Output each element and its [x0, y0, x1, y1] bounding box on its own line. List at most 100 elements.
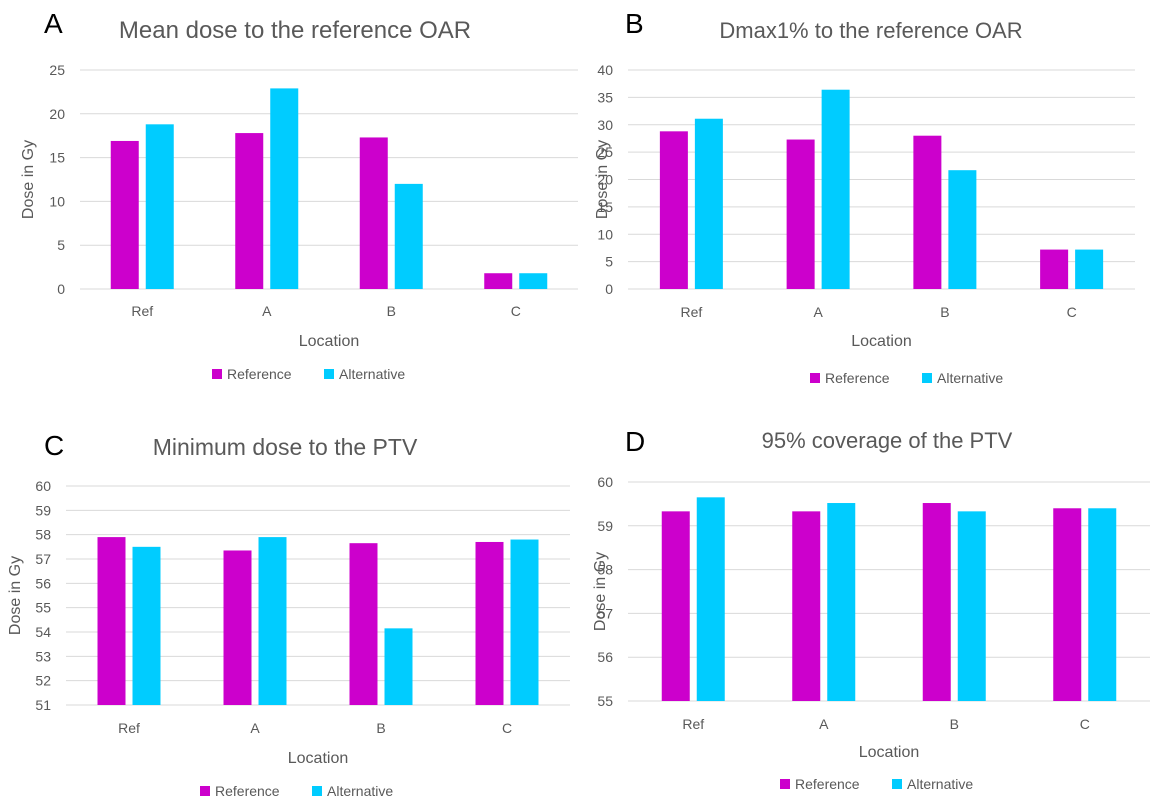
y-tick-label: 55 [597, 693, 613, 709]
bar-alternative-b [957, 511, 986, 701]
chart-panel-d: D 55 56 57 58 59 60 Ref A B C 95% coverage of the … [575, 400, 1150, 801]
bar-reference-a [223, 550, 252, 705]
bar-reference-b [349, 543, 378, 705]
x-axis-title: Location [851, 333, 912, 350]
legend-swatch-reference [780, 779, 790, 789]
x-tick-label: A [262, 303, 272, 319]
y-tick-label: 0 [605, 281, 613, 297]
bar-reference-c [475, 541, 504, 705]
x-axis-title: Location [299, 333, 360, 350]
legend-label-reference: Reference [227, 366, 292, 382]
legend-label-reference: Reference [215, 783, 280, 799]
x-tick-label: C [502, 720, 512, 736]
bar-reference-ref [110, 140, 139, 289]
y-tick-label: 57 [35, 551, 51, 567]
y-tick-label: 20 [49, 106, 65, 122]
y-tick-label: 55 [35, 600, 51, 616]
legend: Reference Alternative [780, 776, 973, 792]
y-tick-label: 54 [35, 624, 51, 640]
y-tick-label: 53 [35, 648, 51, 664]
x-tick-label: B [940, 304, 949, 320]
legend-label-reference: Reference [825, 370, 890, 386]
legend: Reference Alternative [810, 370, 1003, 386]
bar-reference-ref [97, 537, 126, 705]
bar-alternative-b [948, 170, 977, 289]
y-tick-label: 52 [35, 673, 51, 689]
y-tick-label: 15 [597, 199, 613, 215]
bar-reference-ref [661, 511, 690, 701]
legend-swatch-alternative [312, 786, 322, 796]
chart-title: Mean dose to the reference OAR [119, 17, 471, 44]
bar-alternative-a [827, 503, 856, 701]
panel-letter: B [625, 8, 644, 39]
y-tick-label: 20 [597, 172, 613, 188]
bar-alternative-b [394, 183, 423, 289]
chart-panel-b: B 0 5 10 15 20 25 30 35 40 Ref A B C Dmax1% to the re… [575, 0, 1150, 400]
y-tick-label: 0 [57, 281, 65, 297]
chart-title: Dmax1% to the reference OAR [719, 18, 1022, 43]
x-tick-label: Ref [680, 304, 702, 320]
legend-swatch-alternative [922, 373, 932, 383]
x-tick-label: Ref [131, 303, 153, 319]
bar-reference-c [484, 273, 513, 289]
bar-chart-coverage-ptv: 55 56 57 58 59 60 Ref A B C 95% coverage of the PT… [592, 428, 1150, 792]
panel-letter: D [625, 426, 646, 457]
y-tick-label: 40 [597, 62, 613, 78]
y-tick-label: 25 [49, 62, 65, 78]
legend-swatch-reference [200, 786, 210, 796]
y-axis-title: Dose in Gy [20, 140, 37, 219]
legend-swatch-reference [810, 373, 820, 383]
chart-title: Minimum dose to the PTV [153, 434, 418, 460]
bar-alternative-a [821, 89, 850, 290]
y-tick-label: 51 [35, 697, 51, 713]
bar-alternative-c [1075, 249, 1104, 289]
x-axis-title: Location [288, 750, 349, 767]
x-tick-label: A [819, 716, 829, 732]
bar-reference-c [1053, 508, 1082, 701]
y-tick-label: 15 [49, 150, 65, 166]
y-axis-title: Dose in Gy [592, 552, 609, 631]
legend-swatch-reference [212, 369, 222, 379]
bar-alternative-ref [696, 497, 725, 701]
x-tick-label: A [250, 720, 260, 736]
y-axis-title: Dose in Gy [594, 140, 611, 219]
x-tick-label: Ref [682, 716, 704, 732]
y-tick-label: 10 [597, 226, 613, 242]
x-tick-label: C [511, 303, 521, 319]
x-tick-label: C [1067, 304, 1077, 320]
bar-alternative-c [519, 273, 548, 289]
legend: Reference Alternative [200, 783, 393, 799]
panel-letter: A [44, 8, 63, 39]
y-tick-label: 10 [49, 193, 65, 209]
x-tick-label: B [376, 720, 385, 736]
x-tick-label: B [387, 303, 396, 319]
bar-chart-dmax-oar: 0 5 10 15 20 25 30 35 40 Ref A B C Dmax1% to the refe… [594, 18, 1135, 386]
y-tick-label: 59 [35, 502, 51, 518]
x-tick-label: A [813, 304, 823, 320]
legend-label-alternative: Alternative [339, 366, 405, 382]
bar-reference-ref [659, 131, 688, 289]
y-tick-label: 35 [597, 89, 613, 105]
y-tick-label: 60 [35, 478, 51, 494]
bar-alternative-ref [145, 124, 174, 289]
legend-swatch-alternative [324, 369, 334, 379]
legend-label-alternative: Alternative [907, 776, 973, 792]
bar-alternative-b [384, 628, 413, 705]
bar-alternative-ref [694, 118, 723, 289]
legend-label-alternative: Alternative [327, 783, 393, 799]
bar-reference-a [792, 511, 821, 701]
legend: Reference Alternative [212, 366, 405, 382]
y-tick-label: 5 [57, 237, 65, 253]
bar-reference-a [786, 139, 815, 289]
chart-title: 95% coverage of the PTV [762, 428, 1013, 453]
y-tick-label: 5 [605, 254, 613, 270]
bar-alternative-ref [132, 546, 161, 705]
y-tick-label: 56 [35, 575, 51, 591]
legend-label-alternative: Alternative [937, 370, 1003, 386]
bar-reference-a [235, 133, 264, 289]
y-tick-label: 57 [597, 605, 613, 621]
x-tick-label: C [1080, 716, 1090, 732]
bar-alternative-a [258, 537, 287, 705]
x-tick-label: Ref [118, 720, 140, 736]
